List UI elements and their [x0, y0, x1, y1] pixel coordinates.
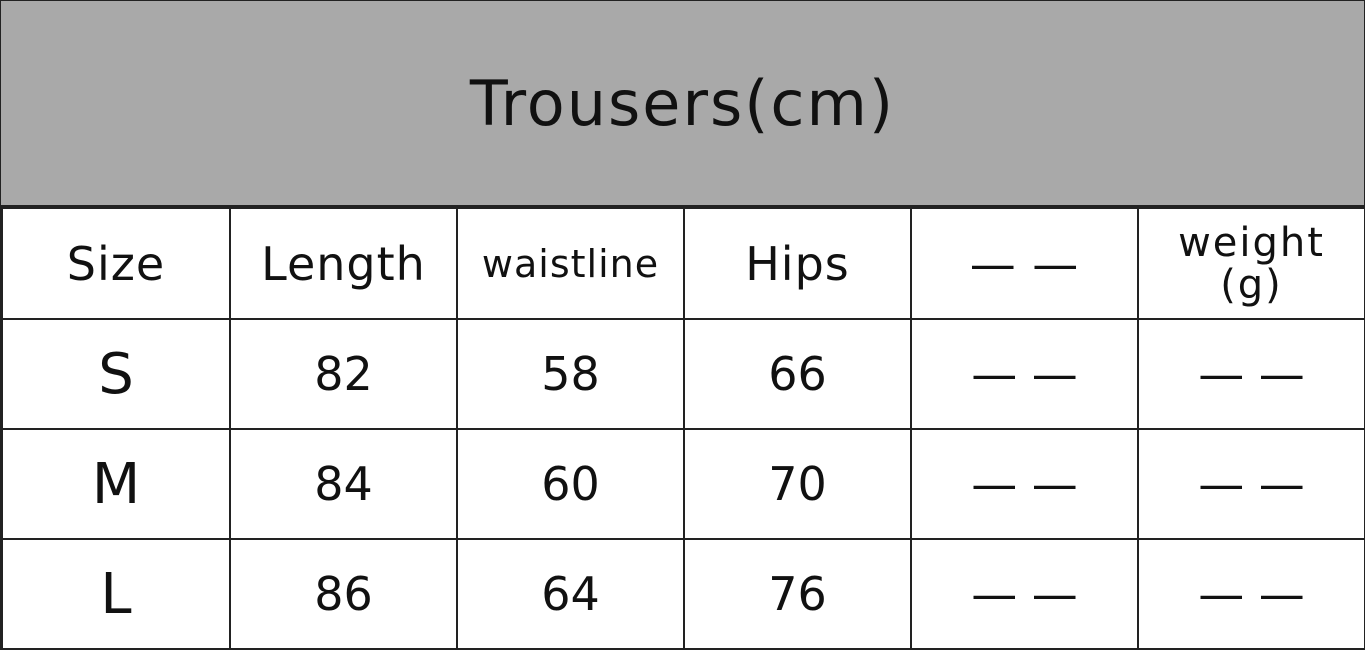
chart-title: Trousers(cm) [469, 66, 896, 140]
header-waistline: waistline [456, 207, 685, 320]
size-table: Size Length waistline Hips — — weight (g)… [1, 207, 1365, 650]
cell-size: L [1, 538, 231, 650]
header-weight: weight (g) [1137, 207, 1365, 320]
header-row: Size Length waistline Hips — — weight (g) [1, 207, 1365, 320]
cell-weight: — — [1137, 428, 1365, 540]
header-hips: Hips [683, 207, 912, 320]
table-row: S 82 58 66 — — — — [1, 318, 1365, 430]
cell-size: S [1, 318, 231, 430]
cell-blank: — — [910, 428, 1139, 540]
table-row: L 86 64 76 — — — — [1, 538, 1365, 650]
header-size: Size [1, 207, 231, 320]
header-length: Length [229, 207, 458, 320]
cell-waistline: 64 [456, 538, 685, 650]
cell-hips: 76 [683, 538, 912, 650]
header-weight-line2: (g) [1220, 261, 1283, 308]
title-bar: Trousers(cm) [1, 1, 1364, 207]
cell-hips: 70 [683, 428, 912, 540]
cell-weight: — — [1137, 318, 1365, 430]
cell-hips: 66 [683, 318, 912, 430]
cell-length: 84 [229, 428, 458, 540]
cell-length: 82 [229, 318, 458, 430]
header-blank: — — [910, 207, 1139, 320]
cell-weight: — — [1137, 538, 1365, 650]
cell-blank: — — [910, 538, 1139, 650]
cell-length: 86 [229, 538, 458, 650]
cell-waistline: 60 [456, 428, 685, 540]
header-weight-line1: weight [1178, 219, 1325, 266]
cell-blank: — — [910, 318, 1139, 430]
cell-size: M [1, 428, 231, 540]
table-row: M 84 60 70 — — — — [1, 428, 1365, 540]
cell-waistline: 58 [456, 318, 685, 430]
